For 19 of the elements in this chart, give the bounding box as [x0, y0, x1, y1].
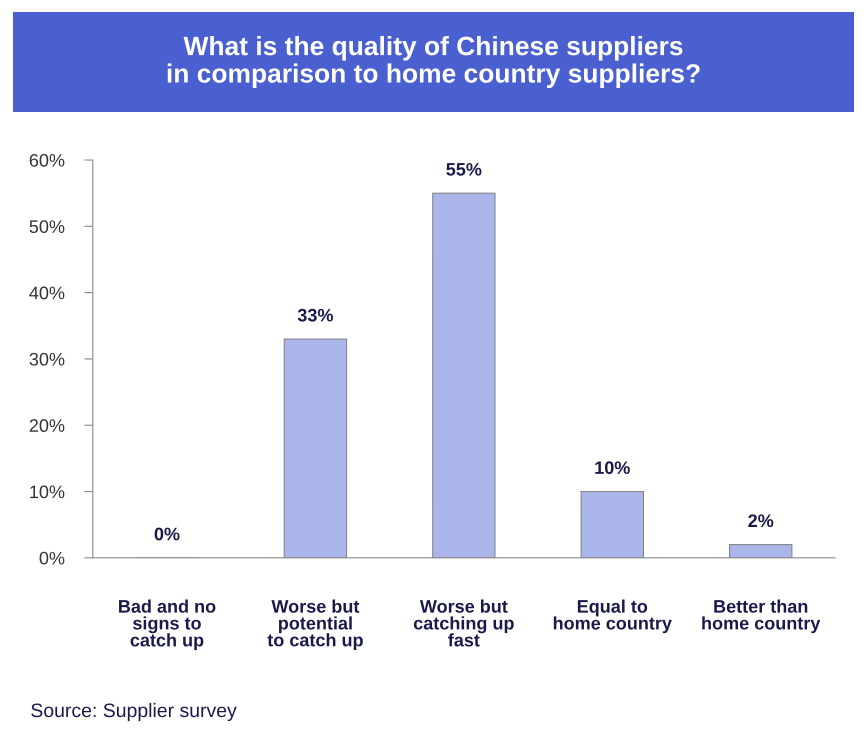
- data-label: 55%: [446, 162, 482, 176]
- source-note: Source: Supplier survey: [31, 702, 237, 722]
- data-label: 2%: [748, 514, 774, 528]
- y-tick-label: 30%: [30, 352, 64, 366]
- x-tick-label: Better than home country: [702, 600, 820, 634]
- data-label: 10%: [595, 461, 630, 474]
- x-tick-label: Equal to home country: [554, 600, 672, 634]
- x-tick-label: Bad and no signs to catch up: [119, 600, 216, 650]
- y-tick-label: 40%: [29, 286, 64, 300]
- y-tick-label: 20%: [30, 419, 64, 432]
- data-label: 33%: [298, 308, 334, 322]
- x-tick-label: Worse but catching up fast: [414, 600, 514, 647]
- x-tick-label: Worse but potential to catch up: [267, 600, 363, 650]
- y-tick-label: 60%: [30, 154, 64, 167]
- data-label: 0%: [154, 528, 180, 540]
- y-tick-label: 10%: [30, 485, 64, 498]
- y-tick-label: 50%: [30, 220, 64, 234]
- y-tick-label: 0%: [40, 552, 64, 565]
- chart-title: What is the quality of Chinese suppliers in comparison to home country suppliers?: [168, 36, 700, 88]
